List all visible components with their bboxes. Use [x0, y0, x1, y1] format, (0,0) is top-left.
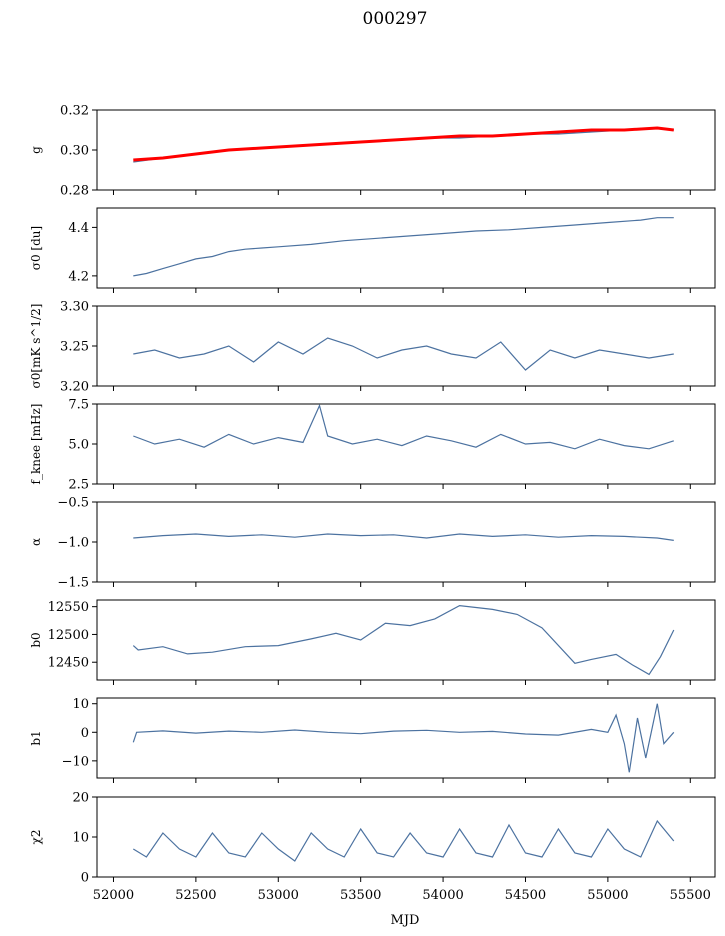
panel-4: 2.5 5.0 7.5 f_knee [mHz]	[29, 398, 716, 493]
x-tick-label: 52500	[175, 888, 216, 903]
y-tick-label: 0.32	[60, 104, 89, 119]
x-tick-label: 54000	[422, 888, 463, 903]
y-tick-label: 7.5	[68, 398, 89, 413]
panel-8: 0 10 20 χ2	[29, 791, 716, 886]
series-line	[133, 127, 674, 163]
panel-3: 3.20 3.25 3.30 σ0[mK s^1/2]	[29, 300, 716, 395]
axes-frame	[96, 305, 716, 387]
axes-frame	[96, 207, 716, 289]
y-axis-label: σ0 [du]	[29, 226, 43, 270]
y-axis-label: σ0[mK s^1/2]	[29, 304, 43, 389]
y-tick-label: 0	[81, 726, 89, 741]
y-tick-label: 4.4	[68, 221, 89, 236]
series-line	[133, 533, 674, 541]
y-tick-label: 0	[81, 871, 89, 886]
axes-frame	[96, 796, 716, 878]
y-axis-label: α	[29, 538, 43, 546]
y-tick-label: 0.30	[60, 144, 89, 159]
y-tick-label: −1.5	[57, 576, 89, 591]
y-tick-label: 12550	[48, 600, 89, 615]
series-line	[132, 604, 675, 676]
y-tick-label: 3.20	[60, 380, 89, 395]
x-tick-label: 53000	[258, 888, 299, 903]
x-axis-label: MJD	[391, 913, 420, 928]
y-tick-label: 10	[72, 697, 89, 712]
panel-2: 4.2 4.4 σ0 [du]	[29, 207, 716, 293]
series-line	[132, 703, 675, 773]
y-tick-label: 3.25	[60, 340, 89, 355]
y-tick-label: 12500	[48, 628, 89, 643]
y-axis-label: b0	[29, 632, 43, 647]
series-line	[133, 337, 674, 371]
x-axis: 52000 52500 53000 53500 54000 54500 55000 55500	[93, 888, 711, 903]
panel-6: 12450 12500 12550 b0	[29, 599, 716, 685]
x-tick-label: 55500	[670, 888, 711, 903]
axes-frame	[96, 697, 716, 779]
y-axis-label: f_knee [mHz]	[29, 404, 43, 485]
axes-frame	[96, 109, 716, 191]
y-axis-label: b1	[29, 730, 43, 745]
x-tick-label: 53500	[340, 888, 381, 903]
y-tick-label: 20	[72, 791, 89, 806]
y-axis-label: g	[29, 146, 43, 154]
series-line	[133, 126, 674, 162]
y-tick-label: 10	[72, 831, 89, 846]
panel-1: 0.28 0.30 0.32 g	[29, 104, 716, 199]
figure-title: 000297	[363, 9, 428, 29]
y-tick-label: 12450	[48, 656, 89, 671]
series-line	[132, 819, 675, 862]
y-tick-label: −10	[62, 754, 89, 769]
series-line	[133, 404, 674, 450]
series-line	[133, 217, 674, 277]
axes-frame	[96, 599, 716, 681]
axes-frame	[96, 501, 716, 583]
y-tick-label: −0.5	[57, 496, 89, 511]
panel-7: −10 0 10 b1	[29, 697, 716, 783]
y-tick-label: 4.2	[68, 269, 89, 284]
y-axis-label: χ2	[29, 830, 43, 845]
panel-5: −1.5 −1.0 −0.5 α	[29, 496, 716, 591]
panels: 0.28 0.30 0.32 g 4.2 4.4 σ0 [du] 3.20 3.25 3.30 σ0…	[29, 104, 716, 886]
x-tick-label: 52000	[93, 888, 134, 903]
y-tick-label: 3.30	[60, 300, 89, 315]
x-tick-label: 54500	[505, 888, 546, 903]
y-tick-label: 0.28	[60, 184, 89, 199]
y-tick-label: 2.5	[68, 478, 89, 493]
y-tick-label: −1.0	[57, 536, 89, 551]
y-tick-label: 5.0	[68, 438, 89, 453]
x-tick-label: 55000	[587, 888, 628, 903]
